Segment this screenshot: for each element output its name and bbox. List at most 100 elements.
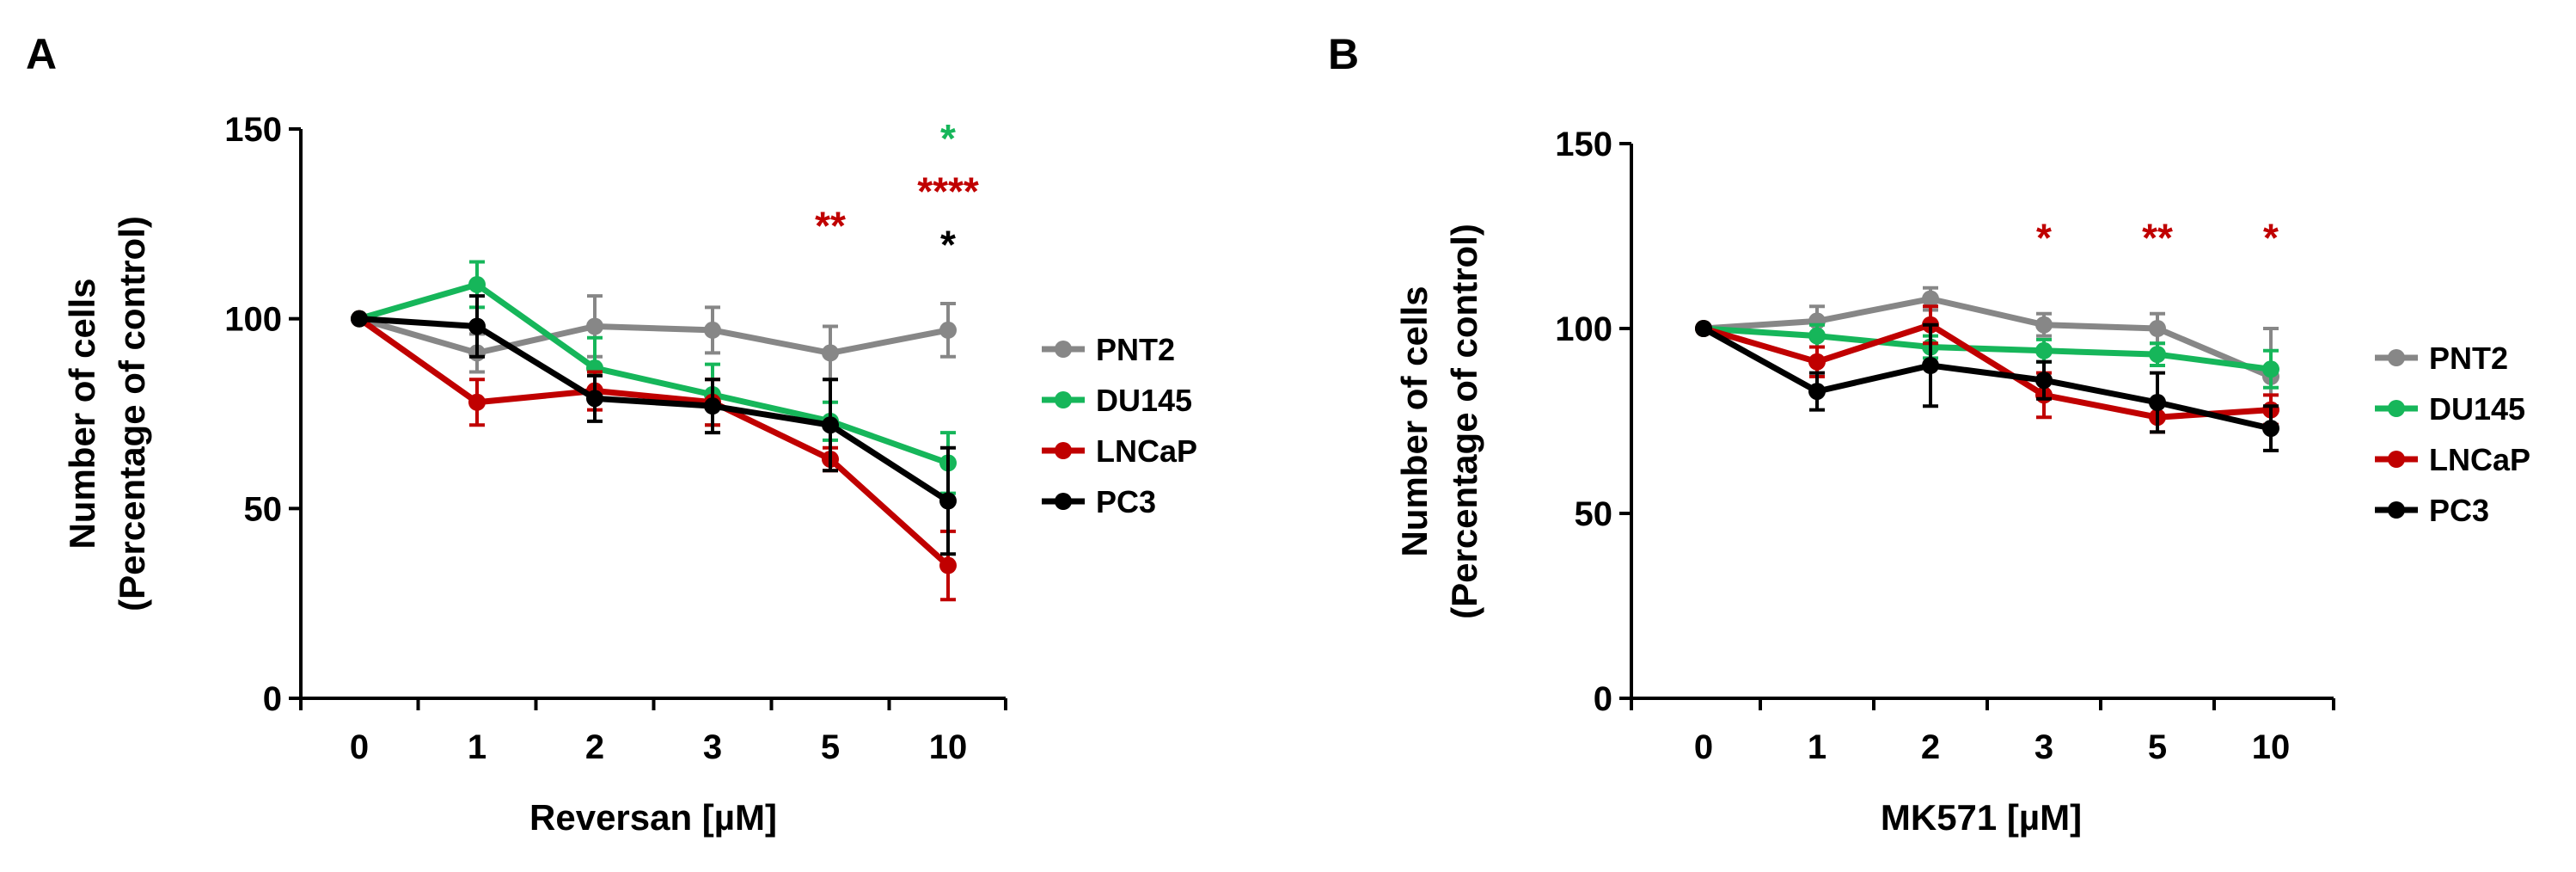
data-point (468, 393, 486, 411)
x-tick-label: 3 (2034, 728, 2053, 766)
legend-item-pnt2: PNT2 (1042, 332, 1175, 367)
x-tick-label: 0 (1694, 728, 1713, 766)
x-tick-label: 10 (929, 728, 968, 766)
chart-panel-a: A 0 50 100 150 0 1 2 3 5 10 Reversan [µM] Number of … (26, 30, 1197, 838)
series-line (1703, 296, 2273, 380)
x-tick-label: 1 (468, 728, 486, 766)
legend-item-pc3: PC3 (1042, 484, 1156, 519)
data-point (704, 321, 721, 339)
data-point (1808, 383, 1826, 401)
legend-label: PC3 (2429, 493, 2489, 528)
legend-marker (2388, 400, 2405, 417)
x-tick-label: 5 (2148, 728, 2167, 766)
y-tick-label: 0 (1594, 680, 1612, 718)
y-tick-label: 150 (224, 111, 282, 149)
data-point (468, 275, 486, 293)
legend-label: DU145 (2429, 391, 2525, 427)
y-axis-title-line1: Number of cells (62, 278, 102, 549)
panel-label: A (26, 30, 57, 78)
x-tick-label: 0 (350, 728, 369, 766)
y-axis-title-line1: Number of cells (1394, 286, 1435, 556)
x-tick-label: 1 (1808, 728, 1826, 766)
legend-label: LNCaP (2429, 442, 2530, 477)
x-tick-label: 2 (585, 728, 604, 766)
legend-item-lncap: LNCaP (2375, 442, 2530, 477)
data-point (822, 344, 839, 362)
legend-marker (1055, 341, 1072, 358)
data-point (939, 492, 957, 510)
series-line (1702, 325, 2272, 432)
y-tick-label: 50 (1575, 495, 1613, 533)
legend-item-du145: DU145 (1042, 383, 1192, 418)
legend-marker (1055, 391, 1072, 408)
data-point (822, 416, 839, 434)
legend: PNT2 DU145 LNCaP PC3 (2375, 341, 2530, 528)
data-point (586, 317, 603, 335)
data-point (2035, 372, 2053, 390)
y-tick-label: 0 (263, 680, 282, 718)
data-point (351, 310, 368, 328)
data-point (2149, 320, 2166, 337)
legend-marker (2388, 349, 2405, 366)
data-point (704, 397, 721, 415)
y-axis-title-line2: (Percentage of control) (1444, 224, 1484, 619)
legend-marker (2388, 501, 2405, 519)
series-pc3 (351, 294, 957, 556)
legend-marker (1055, 442, 1072, 459)
significance-marker: **** (917, 169, 979, 214)
legend-label: PNT2 (2429, 341, 2508, 376)
x-tick-label: 3 (703, 728, 722, 766)
x-tick-label: 2 (1921, 728, 1940, 766)
data-point (939, 556, 957, 574)
significance-marker: ** (2142, 216, 2173, 261)
legend-item-pc3: PC3 (2375, 493, 2489, 528)
series-pnt2 (351, 294, 957, 382)
legend-marker (1055, 493, 1072, 510)
series-line (1703, 325, 2272, 372)
data-point (1808, 353, 1826, 371)
data-point (1808, 327, 1826, 345)
data-point (2035, 341, 2053, 359)
x-axis-title: MK571 [µM] (1881, 797, 2082, 838)
series-line (1703, 322, 2272, 421)
legend-label: DU145 (1096, 383, 1192, 418)
significance-marker: ** (815, 203, 846, 248)
legend-item-lncap: LNCaP (1042, 433, 1197, 469)
x-tick-label: 5 (821, 728, 840, 766)
legend-label: LNCaP (1096, 433, 1197, 469)
significance-marker: * (940, 222, 956, 267)
y-tick-label: 50 (244, 490, 283, 528)
x-tick-label: 10 (2252, 728, 2291, 766)
significance-marker: * (2263, 216, 2279, 261)
legend-item-pnt2: PNT2 (2375, 341, 2508, 376)
series-pc3 (1695, 320, 2279, 452)
series-line (358, 316, 950, 504)
data-point (2262, 360, 2279, 378)
data-point (1922, 357, 1939, 374)
data-point (586, 390, 603, 408)
y-tick-label: 150 (1555, 126, 1612, 163)
data-point (1695, 320, 1712, 337)
series-line (357, 316, 951, 568)
y-tick-label: 100 (1555, 310, 1612, 348)
legend: PNT2 DU145 LNCaP PC3 (1042, 332, 1197, 519)
data-point (2149, 346, 2166, 364)
data-point (2262, 420, 2279, 438)
legend-label: PNT2 (1096, 332, 1175, 367)
legend-item-du145: DU145 (2375, 391, 2525, 427)
panel-label: B (1328, 30, 1359, 78)
y-axis-title-line2: (Percentage of control) (112, 216, 152, 611)
significance-marker: * (2036, 216, 2052, 261)
y-tick-label: 100 (224, 301, 282, 339)
significance-marker: * (940, 116, 956, 161)
data-point (1922, 290, 1939, 308)
data-point (2035, 316, 2053, 334)
legend-marker (2388, 451, 2405, 468)
legend-label: PC3 (1096, 484, 1156, 519)
data-point (468, 317, 486, 335)
data-point (2149, 394, 2166, 411)
series-line (358, 316, 949, 356)
chart-panel-b: B 0 50 100 150 0 1 2 3 5 10 MK571 [µM] Number of cel… (1328, 30, 2530, 838)
series-line (358, 281, 950, 466)
